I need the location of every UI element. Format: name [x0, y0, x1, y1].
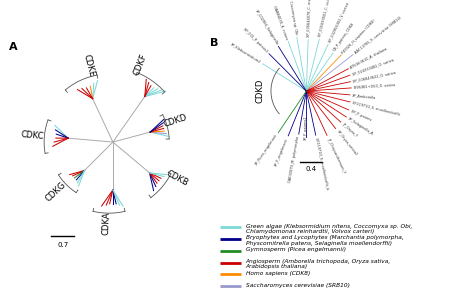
Text: CDKE: CDKE	[81, 54, 96, 78]
Text: Physcomitrella patens, Selaginella moellendorffii): Physcomitrella patens, Selaginella moell…	[246, 241, 392, 246]
Text: CDKF: CDKF	[132, 52, 149, 77]
Text: XP_001693501_C. reinhardtii: XP_001693501_C. reinhardtii	[318, 0, 334, 37]
Text: CDKA: CDKA	[101, 211, 111, 235]
Text: XP_005644078_C. merolae: XP_005644078_C. merolae	[306, 0, 312, 37]
Text: Saccharomyces cerevisiae (SRB10): Saccharomyces cerevisiae (SRB10)	[246, 283, 350, 288]
Text: XP_002956302_V. carteri: XP_002956302_V. carteri	[328, 1, 350, 43]
Text: EF219710_S. moellendorffii: EF219710_S. moellendorffii	[352, 101, 401, 116]
Text: XP_006843622_O. sativa: XP_006843622_O. sativa	[353, 70, 396, 83]
Text: Angiosperm (Amborella trichopoda, Oryza sativa,: Angiosperm (Amborella trichopoda, Oryza …	[246, 259, 391, 264]
Text: 0.7: 0.7	[57, 242, 68, 248]
Text: EF219710_S. moellendorffii_b: EF219710_S. moellendorffii_b	[314, 137, 329, 190]
Text: Q9_P_patens_CDK8: Q9_P_patens_CDK8	[333, 22, 356, 52]
Text: A: A	[9, 42, 17, 52]
Text: XP_Picea_engelmanii: XP_Picea_engelmanii	[255, 134, 279, 166]
Text: XP_002956_Selaginella: XP_002956_Selaginella	[254, 9, 279, 45]
Text: JP_Chrysanthemum_Y: JP_Chrysanthemum_Y	[326, 137, 346, 173]
Text: CDKB: CDKB	[164, 169, 190, 188]
Text: B9S3B1+O63_O. sativa: B9S3B1+O63_O. sativa	[354, 83, 395, 90]
Text: XP_P_engelmanii: XP_P_engelmanii	[274, 137, 289, 167]
Text: P49326_H_sapiens (CDK8): P49326_H_sapiens (CDK8)	[342, 18, 377, 54]
Text: Gymnosperm (Picea engelmannii): Gymnosperm (Picea engelmannii)	[246, 247, 346, 252]
Text: XP_024333482_O. sativa: XP_024333482_O. sativa	[352, 57, 394, 76]
Text: Chlamydomonas reinhardtii, Volvox carteri): Chlamydomonas reinhardtii, Volvox carter…	[246, 229, 374, 234]
Text: OAE30079_M. polymorpha: OAE30079_M. polymorpha	[288, 136, 300, 184]
Text: CDKG: CDKG	[43, 181, 67, 204]
Text: XP_Oryza_sativa2: XP_Oryza_sativa2	[336, 129, 358, 157]
Text: XP_Klebsormidium2: XP_Klebsormidium2	[229, 42, 262, 64]
Text: CDKC: CDKC	[20, 130, 44, 141]
Text: Green algae (Klebsormidium nitens, Coccomyxa sp. Obi,: Green algae (Klebsormidium nitens, Cocco…	[246, 223, 412, 229]
Text: XP_P_patens2: XP_P_patens2	[304, 115, 309, 140]
Text: GAA84035_K. nitens: GAA84035_K. nitens	[273, 4, 289, 40]
Text: 0.4: 0.4	[306, 166, 317, 172]
Text: Homo sapiens (CDK8): Homo sapiens (CDK8)	[246, 271, 310, 276]
Text: XP_P. patens: XP_P. patens	[350, 109, 372, 122]
Text: XP_Amborella: XP_Amborella	[352, 93, 377, 99]
Text: JP_Oryza_Y: JP_Oryza_Y	[341, 122, 358, 138]
Text: AT5G63610_A. thaliana: AT5G63610_A. thaliana	[350, 46, 388, 69]
Text: CDKD: CDKD	[255, 79, 264, 103]
Text: XP_Selaginella_A: XP_Selaginella_A	[347, 117, 374, 136]
Text: B: B	[210, 38, 218, 48]
Text: Arabidopsis thaliana): Arabidopsis thaliana)	[246, 264, 308, 269]
Text: Coccomyxa sp. Obi: Coccomyxa sp. Obi	[289, 1, 298, 35]
Text: XP_001_P. patens3: XP_001_P. patens3	[243, 27, 269, 53]
Text: AAC13785_S. cerevisiae (SRB10): AAC13785_S. cerevisiae (SRB10)	[354, 16, 402, 55]
Text: CDKD: CDKD	[162, 112, 188, 129]
Text: Bryophytes and Lycophytes (Marchantia polymorpha,: Bryophytes and Lycophytes (Marchantia po…	[246, 235, 403, 240]
